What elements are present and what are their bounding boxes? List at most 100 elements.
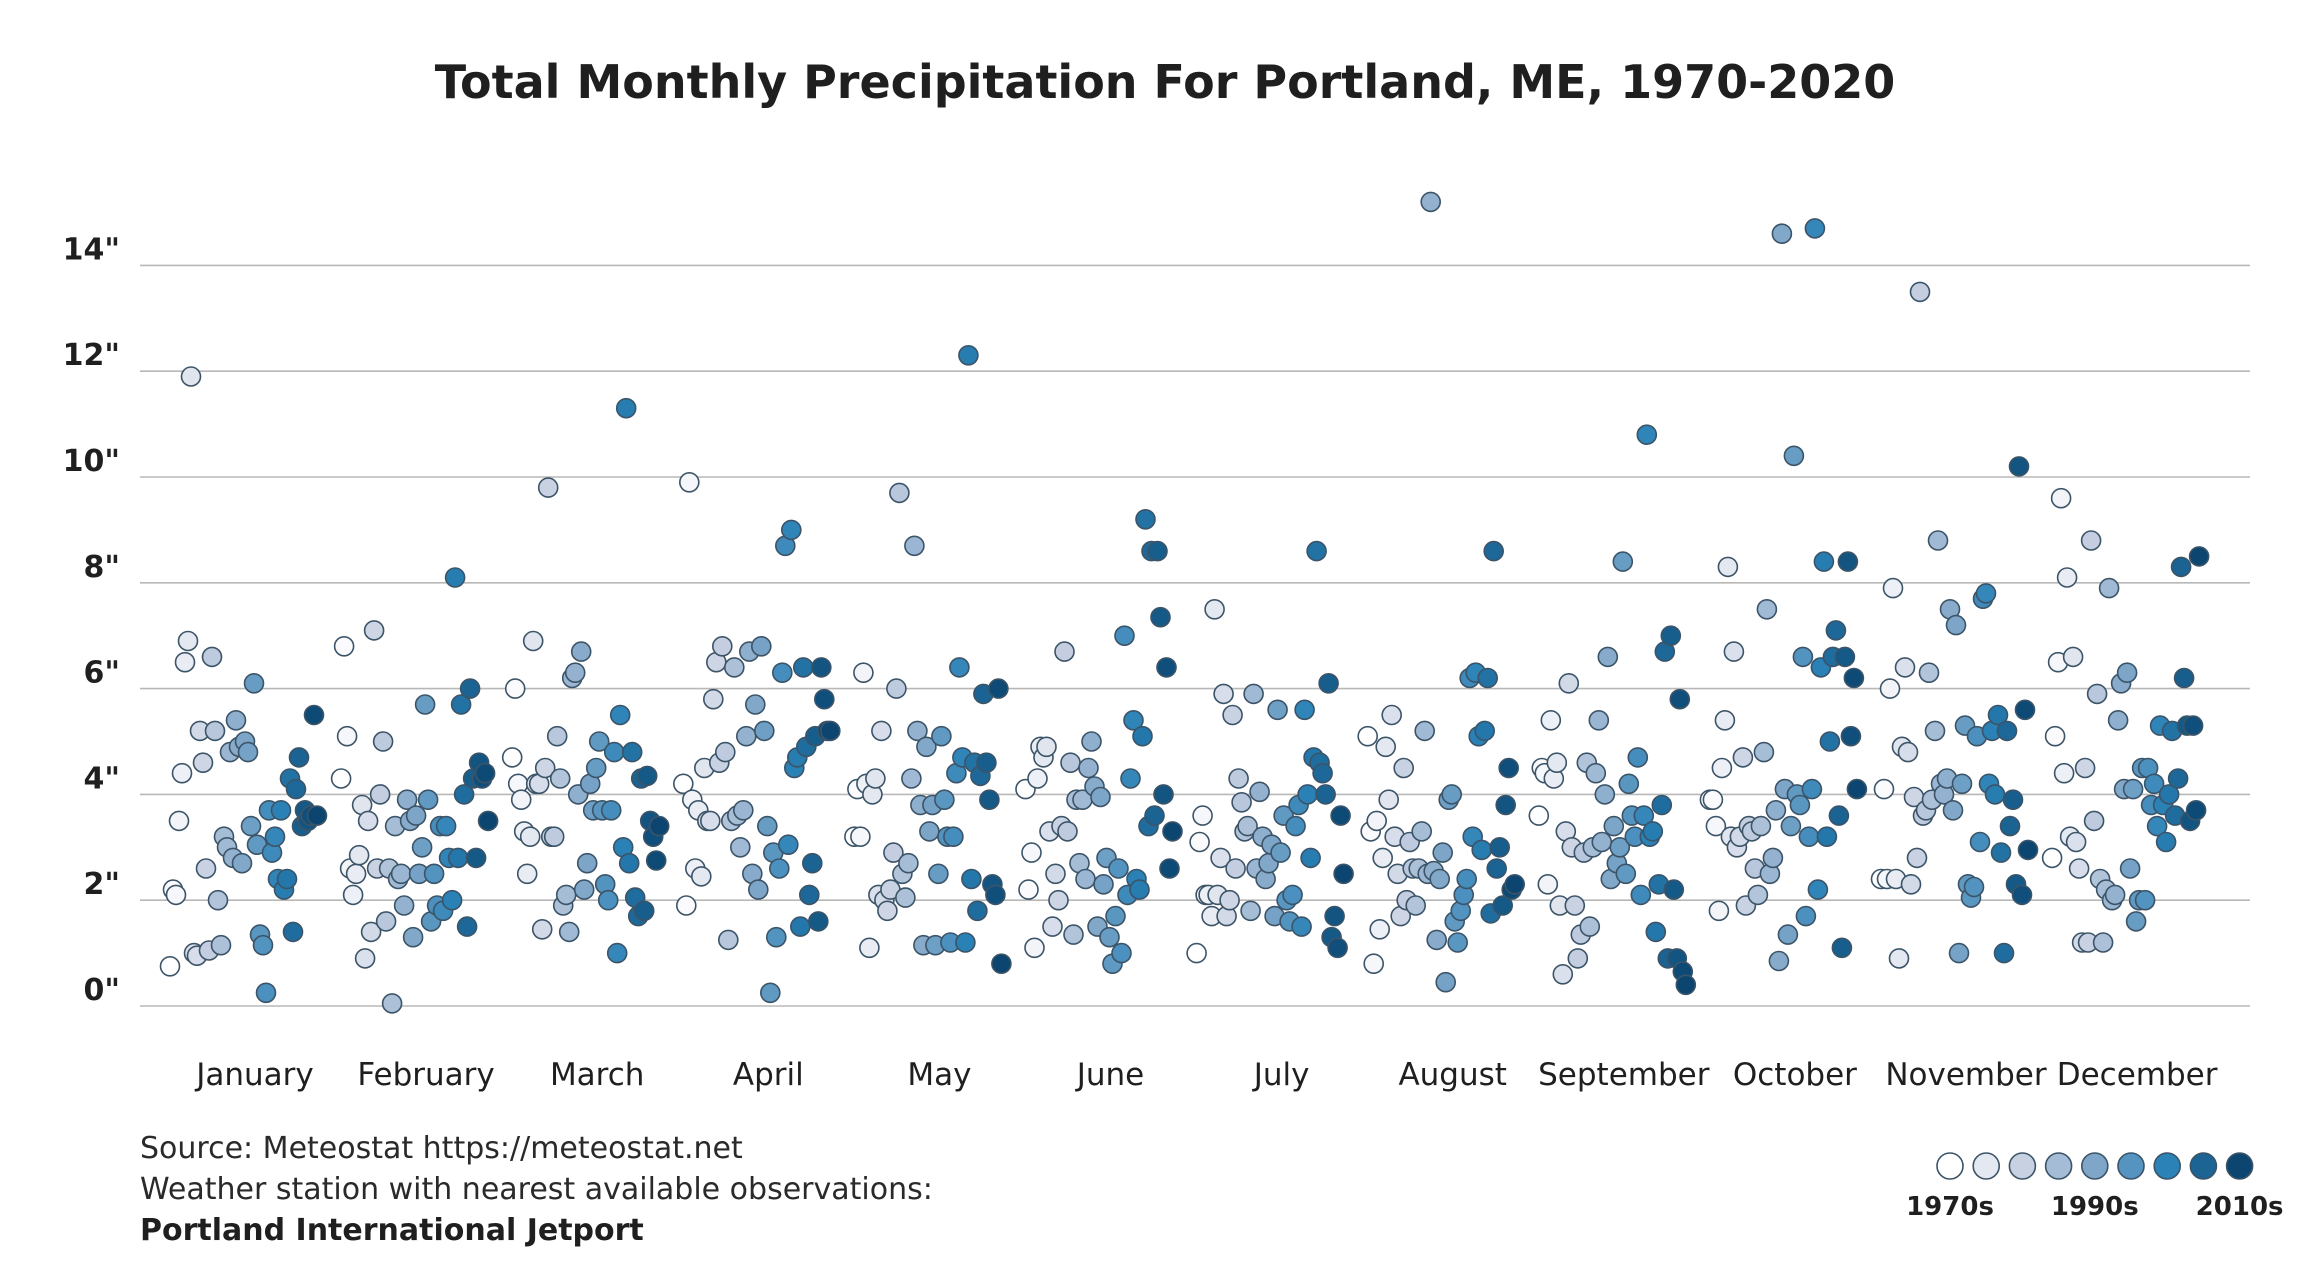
data-point (390, 863, 412, 885)
data-point (1594, 784, 1616, 805)
data-point (756, 815, 778, 837)
data-point (1765, 799, 1787, 821)
data-point (1846, 778, 1868, 800)
data-point (928, 863, 949, 885)
data-point (1675, 974, 1697, 996)
legend-swatch (2189, 1152, 2218, 1180)
data-point (1762, 847, 1784, 869)
legend-swatch (2153, 1152, 2181, 1180)
data-point (510, 789, 532, 811)
data-point (988, 678, 1009, 699)
data-point (1945, 614, 1967, 636)
data-point (1717, 556, 1739, 578)
data-point (168, 810, 190, 832)
x-tick-label: July (1252, 1057, 1310, 1093)
data-point (402, 926, 424, 948)
data-point (648, 815, 670, 837)
data-point (895, 887, 916, 908)
data-point (1609, 836, 1631, 858)
station-name: Portland International Jetport (140, 1213, 644, 1248)
data-point (2146, 815, 2168, 837)
data-point (1633, 805, 1655, 826)
data-point (1924, 720, 1946, 742)
data-point (1843, 667, 1865, 689)
data-point (423, 863, 445, 885)
x-tick-label: October (1733, 1057, 1857, 1093)
data-point (1906, 847, 1928, 869)
x-tick-label: May (907, 1057, 971, 1093)
data-point (597, 889, 619, 911)
x-axis-ticks: January February March April May June July Augu… (194, 1057, 2217, 1093)
data-point (750, 635, 772, 657)
data-point (759, 982, 781, 1004)
data-point (1753, 741, 1775, 763)
data-point (636, 765, 658, 787)
data-point (207, 889, 229, 911)
data-point (1969, 831, 1991, 853)
data-point (2188, 546, 2210, 567)
data-point (1162, 821, 1183, 842)
data-point (180, 366, 202, 387)
data-point (1306, 540, 1327, 562)
data-point (585, 757, 607, 779)
data-point (1783, 445, 1805, 467)
data-point (2014, 699, 2036, 721)
data-point (931, 725, 952, 747)
data-point (744, 694, 766, 715)
data-point (1975, 583, 1997, 604)
data-point (417, 789, 439, 811)
data-point (1798, 826, 1820, 848)
data-point (357, 810, 379, 832)
data-point (1612, 551, 1634, 572)
legend-label: 1970s (1906, 1192, 1994, 1222)
data-point (1714, 709, 1736, 731)
data-point (2125, 911, 2147, 932)
data-point (543, 826, 565, 848)
data-point (645, 850, 667, 871)
data-point (1153, 784, 1174, 805)
data-point (717, 929, 739, 951)
data-point (1249, 781, 1270, 803)
data-point (1237, 815, 1258, 837)
data-point (1831, 937, 1853, 959)
data-point (1873, 778, 1895, 800)
data-point (792, 657, 814, 678)
data-point (1705, 815, 1727, 837)
legend-swatch (1972, 1152, 2000, 1180)
data-point (1456, 868, 1477, 890)
y-tick-label: 6" (83, 656, 120, 691)
x-tick-label: August (1398, 1057, 1507, 1093)
data-point (1807, 879, 1829, 900)
data-point (1144, 805, 1165, 826)
data-point (1471, 839, 1492, 861)
data-point (165, 884, 187, 906)
data-point (573, 879, 595, 900)
data-point (1789, 794, 1811, 816)
data-point (1756, 598, 1778, 620)
data-point (606, 942, 628, 964)
data-point (2086, 683, 2108, 705)
data-point (1186, 942, 1207, 964)
data-point (1297, 784, 1318, 805)
data-point (1222, 704, 1243, 726)
x-tick-label: March (550, 1057, 645, 1093)
data-point (2155, 831, 2177, 853)
data-point (1528, 805, 1550, 826)
data-point (1792, 646, 1814, 668)
gridlines (140, 264, 2250, 1007)
data-point (363, 620, 385, 641)
data-point (1120, 768, 1141, 789)
data-point (1801, 778, 1823, 800)
data-point (732, 799, 754, 821)
data-point (1231, 791, 1252, 813)
data-point (1879, 678, 1901, 699)
data-point (2050, 487, 2072, 509)
data-point (1330, 805, 1351, 826)
data-point (1474, 720, 1495, 742)
data-point (285, 778, 307, 800)
data-point (1078, 757, 1099, 779)
data-point (1042, 916, 1063, 937)
data-point (798, 884, 820, 906)
data-point (1951, 773, 1973, 795)
